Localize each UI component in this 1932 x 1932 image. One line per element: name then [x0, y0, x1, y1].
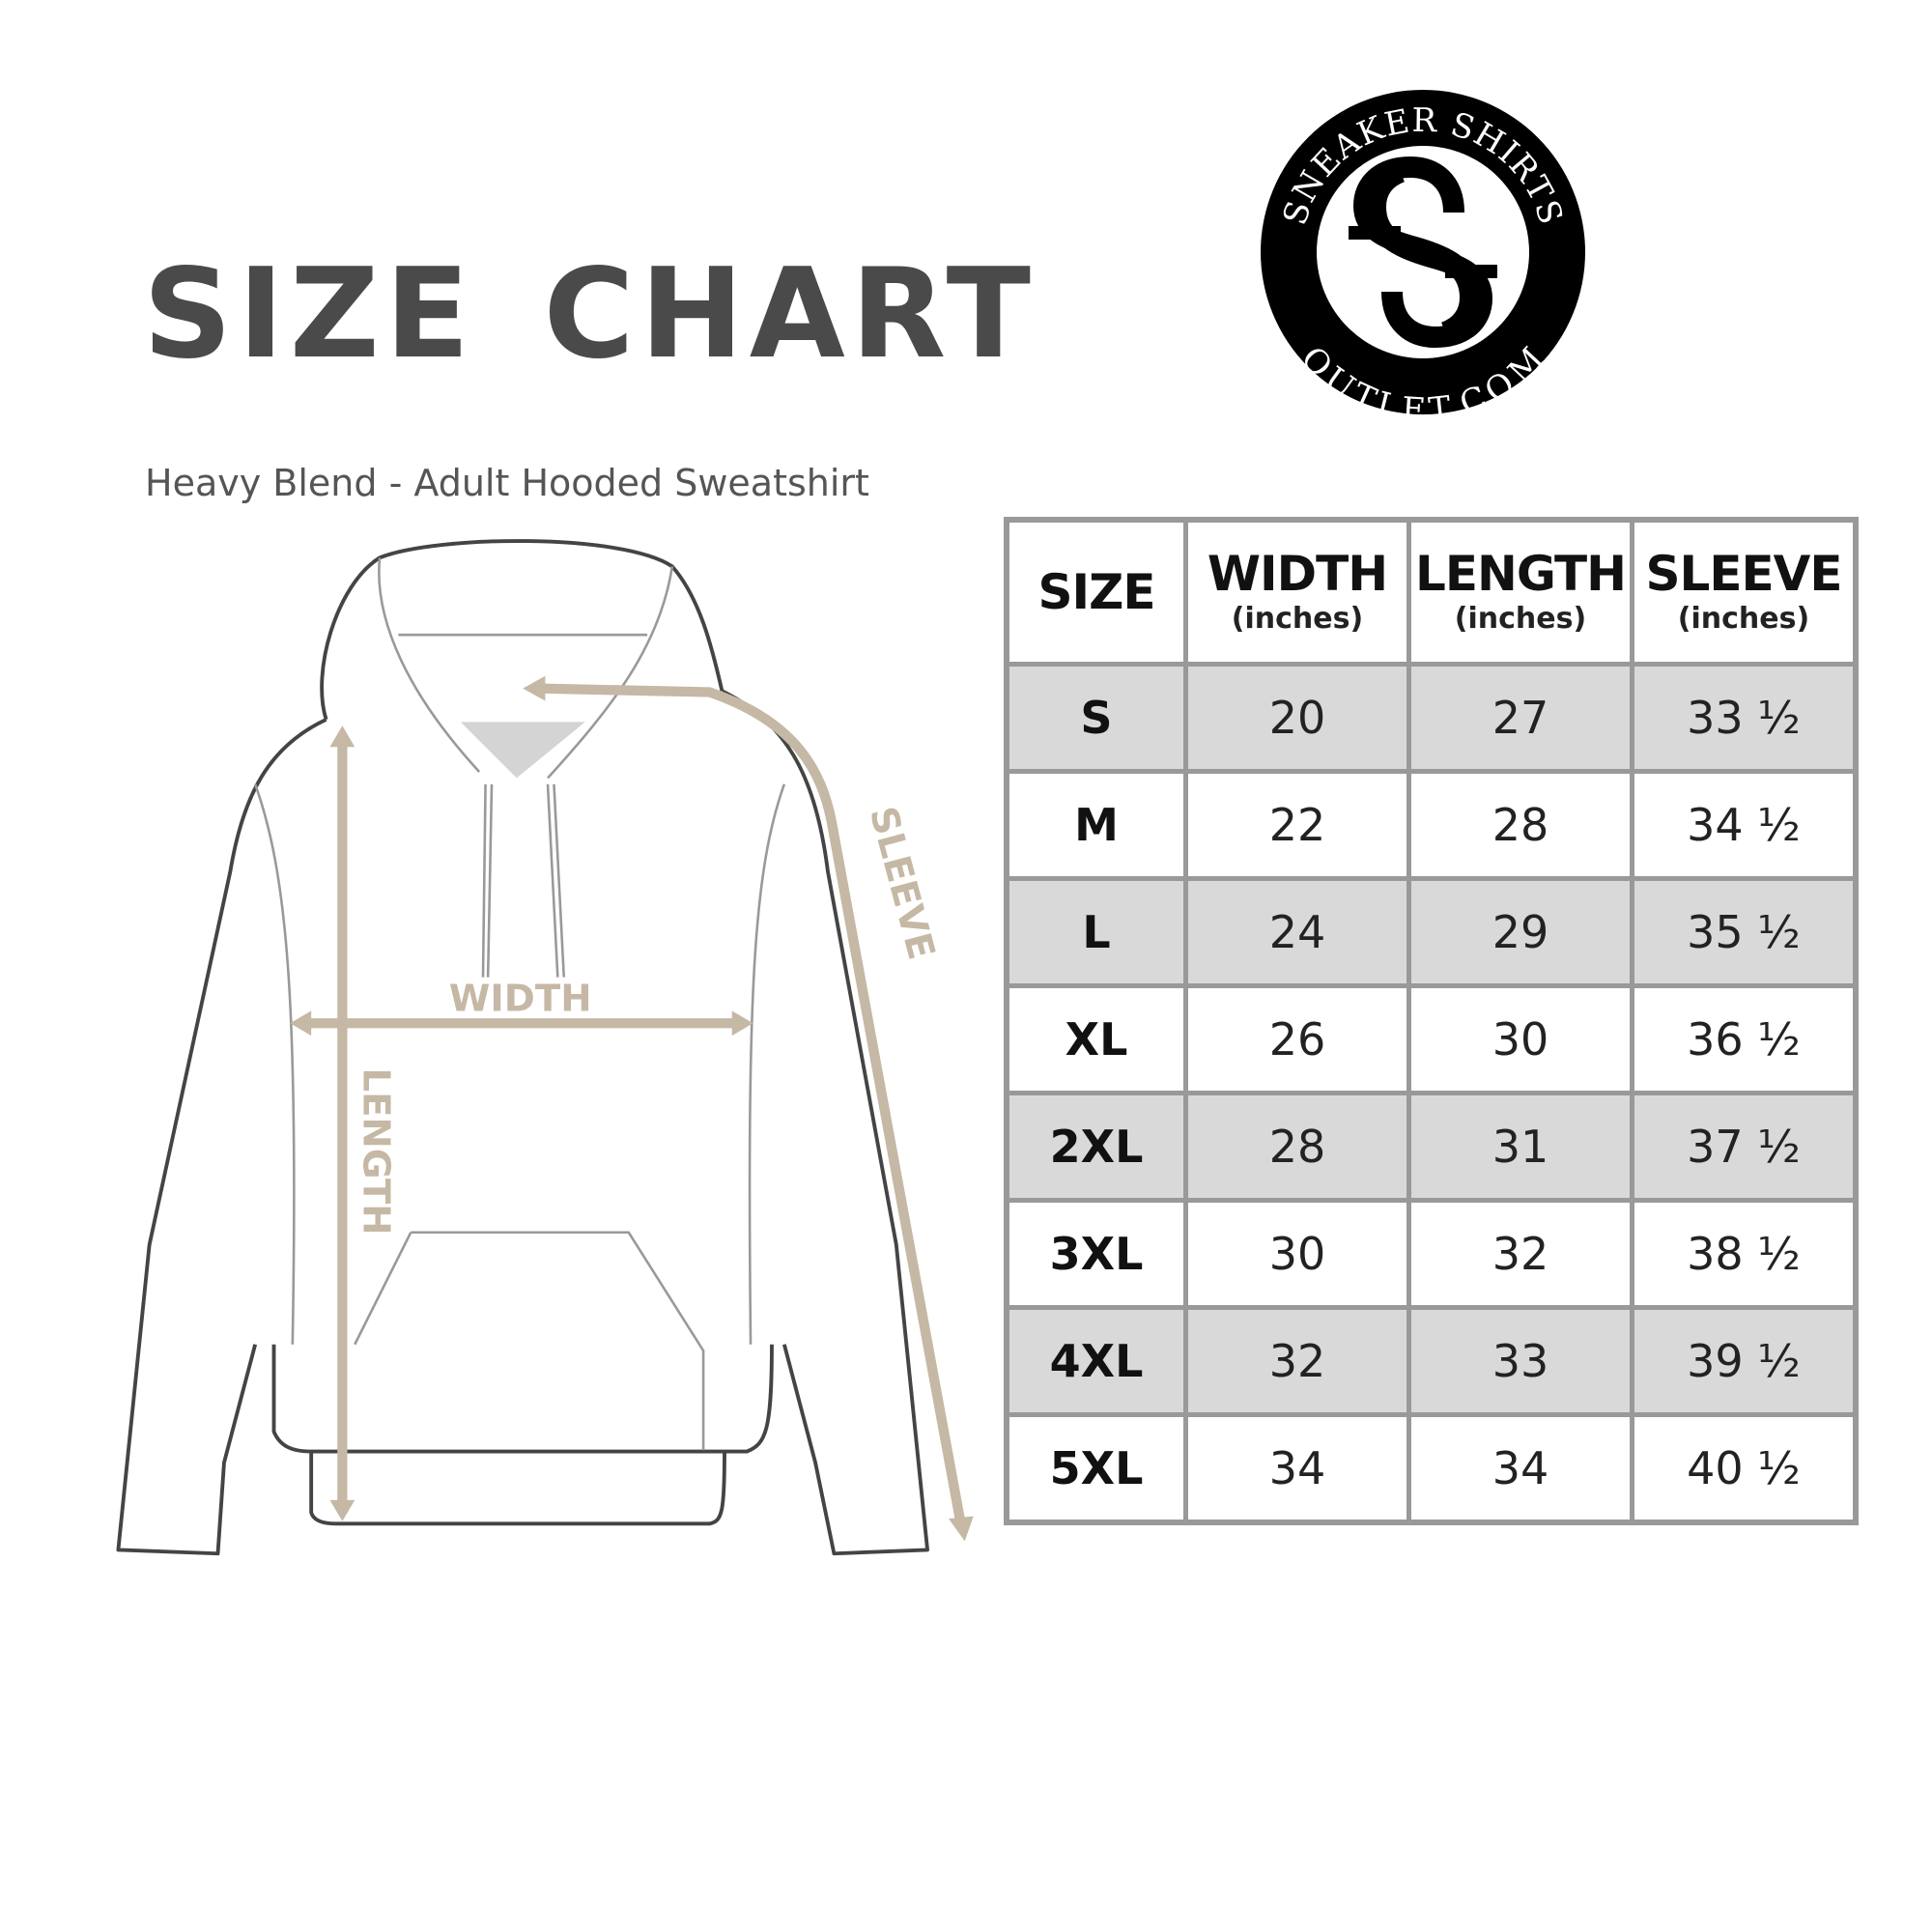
measurement-cell: 39 ½ [1630, 1305, 1859, 1417]
measurement-cell: 34 [1183, 1412, 1411, 1525]
column-header-length: LENGTH (inches) [1406, 517, 1634, 667]
measurement-cell: 30 [1183, 1198, 1411, 1310]
sleeve-arrow [537, 683, 966, 1526]
table-row: 3XL 30 32 38 ½ [1004, 1198, 1859, 1310]
measurement-cell: 20 [1183, 662, 1411, 774]
length-label: LENGTH [354, 1067, 397, 1235]
measurement-cell: 36 ½ [1630, 983, 1859, 1095]
size-cell: XL [1004, 983, 1188, 1095]
product-subtitle: Heavy Blend - Adult Hooded Sweatshirt [145, 462, 869, 504]
measurement-cell: 34 ½ [1630, 769, 1859, 881]
width-label: WIDTH [449, 977, 592, 1020]
measurement-cell: 32 [1183, 1305, 1411, 1417]
size-cell: M [1004, 769, 1188, 881]
measurement-cell: 37 ½ [1630, 1091, 1859, 1203]
measurement-cell: 30 [1406, 983, 1634, 1095]
hoodie-outline [116, 539, 929, 1556]
table-row: 4XL 32 33 39 ½ [1004, 1305, 1859, 1417]
size-cell: L [1004, 876, 1188, 988]
measurement-cell: 32 [1406, 1198, 1634, 1310]
measurement-cell: 29 [1406, 876, 1634, 988]
page-title: SIZE CHART [143, 242, 1037, 386]
column-header-width: WIDTH (inches) [1183, 517, 1411, 667]
measurement-cell: 24 [1183, 876, 1411, 988]
measurement-cell: 22 [1183, 769, 1411, 881]
size-cell: 2XL [1004, 1091, 1188, 1203]
column-header-unit: (inches) [1454, 601, 1587, 636]
table-row: 2XL 28 31 37 ½ [1004, 1091, 1859, 1203]
column-header-unit: (inches) [1231, 601, 1364, 636]
monogram-icon [1349, 156, 1497, 349]
column-header-unit: (inches) [1677, 601, 1810, 636]
size-cell: 4XL [1004, 1305, 1188, 1417]
measurement-cell: 38 ½ [1630, 1198, 1859, 1310]
measurement-cell: 28 [1406, 769, 1634, 881]
column-header-sleeve: SLEEVE (inches) [1630, 517, 1859, 667]
hood-opening-shade [460, 722, 585, 779]
table-row: L 24 29 35 ½ [1004, 876, 1859, 988]
measurement-arrows [290, 675, 974, 1542]
size-cell: S [1004, 662, 1188, 774]
size-table: SIZE WIDTH (inches) LENGTH (inches) SLEEVE (in… [1004, 517, 1859, 1525]
column-header-size: SIZE [1004, 517, 1188, 667]
measurement-cell: 35 ½ [1630, 876, 1859, 988]
sleeve-label: SLEEVE [861, 802, 943, 964]
measurement-cell: 28 [1183, 1091, 1411, 1203]
column-header-label: SLEEVE [1645, 545, 1842, 602]
table-row: M 22 28 34 ½ [1004, 769, 1859, 881]
measurement-cell: 26 [1183, 983, 1411, 1095]
measurement-cell: 27 [1406, 662, 1634, 774]
brand-logo: SNEAKER SHIRTS OUTLET.COM [1261, 90, 1585, 419]
table-row: S 20 27 33 ½ [1004, 662, 1859, 774]
column-header-label: WIDTH [1207, 545, 1388, 602]
column-header-label: LENGTH [1415, 545, 1627, 602]
column-header-label: SIZE [1037, 564, 1155, 620]
size-cell: 3XL [1004, 1198, 1188, 1310]
table-header-row: SIZE WIDTH (inches) LENGTH (inches) SLEEVE (in… [1004, 517, 1859, 667]
measurement-cell: 34 [1406, 1412, 1634, 1525]
measurement-cell: 31 [1406, 1091, 1634, 1203]
measurement-cell: 33 [1406, 1305, 1634, 1417]
table-row: XL 26 30 36 ½ [1004, 983, 1859, 1095]
table-row: 5XL 34 34 40 ½ [1004, 1412, 1859, 1525]
measurement-cell: 40 ½ [1630, 1412, 1859, 1525]
size-cell: 5XL [1004, 1412, 1188, 1525]
measurement-cell: 33 ½ [1630, 662, 1859, 774]
